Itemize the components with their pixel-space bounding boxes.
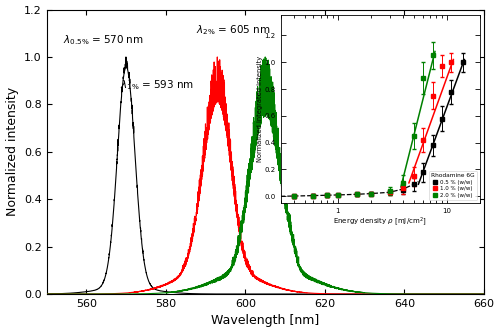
- Text: $\lambda_{2\%}$ = 605 nm: $\lambda_{2\%}$ = 605 nm: [196, 23, 270, 37]
- Text: $\lambda_{1\%}$ = 593 nm: $\lambda_{1\%}$ = 593 nm: [120, 78, 194, 92]
- X-axis label: Wavelength [nm]: Wavelength [nm]: [211, 314, 320, 327]
- Y-axis label: Normalized intensity: Normalized intensity: [6, 87, 18, 216]
- Text: $\lambda_{0.5\%}$ = 570 nm: $\lambda_{0.5\%}$ = 570 nm: [62, 33, 144, 47]
